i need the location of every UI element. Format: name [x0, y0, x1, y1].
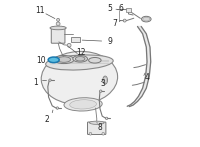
Text: 7: 7: [112, 19, 117, 28]
Text: 4: 4: [145, 73, 149, 82]
Ellipse shape: [73, 56, 88, 62]
Circle shape: [67, 43, 71, 47]
Text: 5: 5: [108, 4, 113, 13]
Circle shape: [56, 22, 60, 26]
Ellipse shape: [142, 16, 151, 22]
FancyBboxPatch shape: [51, 27, 65, 43]
Ellipse shape: [70, 100, 96, 109]
Ellipse shape: [57, 57, 71, 62]
Ellipse shape: [89, 121, 104, 124]
Ellipse shape: [46, 55, 113, 70]
Circle shape: [100, 90, 102, 92]
Ellipse shape: [54, 56, 74, 64]
Text: 8: 8: [98, 123, 102, 132]
Circle shape: [102, 132, 105, 135]
Polygon shape: [127, 26, 151, 107]
Ellipse shape: [41, 51, 118, 104]
Text: 6: 6: [118, 4, 123, 13]
FancyBboxPatch shape: [126, 8, 131, 12]
Circle shape: [57, 18, 60, 21]
Circle shape: [123, 19, 126, 22]
FancyBboxPatch shape: [71, 37, 80, 42]
Text: 2: 2: [45, 115, 49, 124]
Circle shape: [105, 117, 108, 120]
Ellipse shape: [75, 57, 85, 61]
Ellipse shape: [143, 17, 150, 21]
Text: 12: 12: [76, 48, 86, 57]
Ellipse shape: [103, 76, 107, 84]
Text: 9: 9: [108, 37, 113, 46]
Text: 1: 1: [33, 78, 38, 87]
Text: 10: 10: [36, 56, 46, 65]
Circle shape: [56, 107, 59, 109]
Ellipse shape: [89, 57, 101, 63]
Circle shape: [49, 79, 51, 81]
FancyBboxPatch shape: [88, 122, 106, 135]
Ellipse shape: [104, 77, 107, 83]
Text: 3: 3: [101, 79, 105, 88]
Text: 11: 11: [35, 6, 44, 15]
Circle shape: [89, 132, 92, 135]
Ellipse shape: [64, 98, 102, 111]
Ellipse shape: [48, 57, 59, 63]
Ellipse shape: [50, 26, 66, 30]
